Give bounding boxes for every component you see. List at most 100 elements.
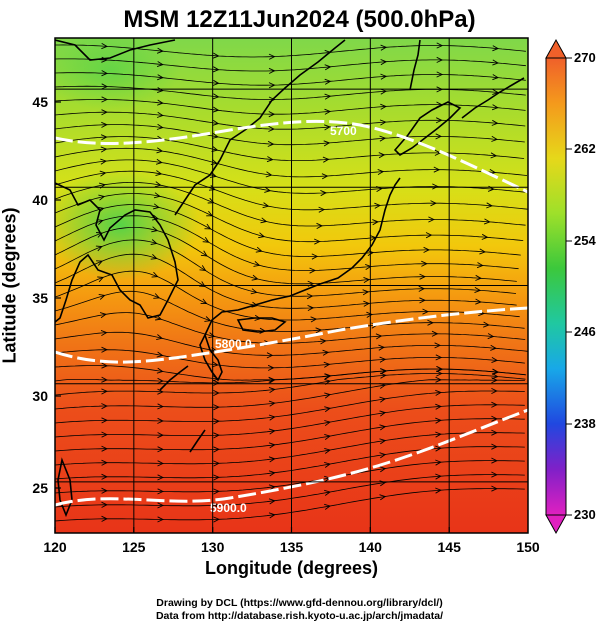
streamline-arrow: [435, 117, 443, 124]
streamline-arrow: [100, 146, 108, 153]
streamline-arrow: [491, 415, 498, 422]
streamline-arrow: [491, 443, 498, 450]
streamline-arrow: [481, 233, 489, 240]
streamline-arrow: [200, 250, 208, 257]
streamline-arrow: [157, 388, 164, 395]
streamline-arrow: [150, 239, 158, 245]
streamline-arrow: [211, 361, 219, 368]
streamline-arrow: [156, 147, 164, 154]
streamline-arrow: [212, 119, 220, 126]
colorbar-label: 230: [574, 507, 596, 522]
streamline-arrow: [379, 135, 387, 142]
streamline-arrow: [212, 66, 220, 73]
streamline-arrow: [101, 487, 108, 494]
streamline-arrow: [378, 152, 386, 159]
streamline-arrow: [157, 432, 164, 439]
streamline-arrow: [309, 267, 317, 274]
streamline-arrow: [490, 152, 498, 159]
streamline-arrow: [366, 311, 374, 318]
streamline-arrow: [155, 170, 163, 177]
streamline-arrow: [258, 232, 266, 239]
streamline-arrow: [475, 274, 482, 281]
streamline-arrow: [324, 78, 332, 85]
streamline-arrow: [427, 319, 434, 326]
streamline-arrow: [324, 489, 332, 496]
streamline-arrow: [268, 428, 276, 435]
streamline-arrow: [379, 119, 387, 126]
streamline-arrow: [101, 96, 109, 103]
streamline-arrow: [435, 133, 443, 140]
streamline-arrow: [101, 459, 108, 466]
streamline-arrow: [324, 420, 331, 427]
streamline-arrow: [199, 265, 207, 272]
streamline: [55, 290, 525, 332]
streamline-arrow: [152, 214, 160, 221]
streamline-arrow: [213, 404, 220, 411]
streamline: [55, 227, 517, 285]
y-tick-label: 40: [32, 192, 48, 208]
streamline-arrow: [156, 47, 164, 54]
streamline-arrow: [157, 516, 164, 523]
streamline-arrow: [324, 124, 331, 131]
streamline-arrow: [432, 183, 439, 190]
streamline-arrow: [212, 93, 220, 100]
streamline-arrow: [154, 181, 162, 188]
streamline-arrow: [491, 357, 499, 364]
streamline-arrow: [490, 344, 497, 351]
streamline-arrow: [211, 133, 219, 139]
streamline-arrow: [268, 377, 276, 384]
streamline-arrow: [362, 289, 370, 296]
streamline-arrow: [157, 460, 164, 467]
y-tick-label: 25: [32, 480, 48, 496]
streamline-arrow: [491, 135, 499, 142]
streamline-arrow: [268, 484, 276, 491]
streamline-arrow: [436, 366, 444, 373]
streamline-arrow: [380, 59, 388, 66]
streamline-arrow: [486, 202, 493, 209]
streamline-arrow: [157, 403, 164, 410]
streamline-arrow: [265, 171, 273, 178]
streamline-arrow: [204, 223, 212, 230]
colorbar-label: 270: [574, 50, 596, 65]
streamline-arrow: [250, 288, 258, 295]
streamline-arrow: [324, 93, 332, 100]
y-tick-label: 35: [32, 290, 48, 306]
streamline-arrow: [435, 487, 442, 494]
streamline-arrow: [436, 370, 443, 377]
streamline-arrow: [324, 461, 332, 468]
streamline-arrow: [435, 417, 442, 424]
streamline-arrow: [255, 246, 263, 253]
streamline-arrow: [491, 485, 498, 492]
streamline-arrow: [150, 253, 158, 260]
data-credit: Data from http://database.rish.kyoto-u.a…: [155, 610, 444, 622]
streamline-arrow: [208, 332, 216, 339]
streamline-arrow: [379, 438, 387, 445]
contour-label-5800: 5800.0: [215, 337, 252, 351]
streamline-arrow: [268, 512, 276, 519]
streamline-arrow: [213, 488, 220, 495]
streamline-arrow: [483, 218, 491, 225]
streamline-arrow: [101, 431, 108, 438]
streamline-arrow: [378, 344, 386, 351]
x-tick-label: 130: [201, 539, 225, 555]
streamline-arrow: [153, 192, 161, 199]
streamline-arrow: [101, 388, 108, 395]
streamline: [55, 253, 517, 309]
x-tick-label: 135: [280, 539, 304, 555]
streamline-arrow: [253, 261, 261, 267]
streamline-arrow: [268, 82, 276, 89]
streamline-arrow: [314, 238, 321, 245]
streamline-arrow: [268, 456, 276, 463]
streamline-arrow: [251, 274, 259, 281]
x-tick-label: 145: [438, 539, 462, 555]
streamline-arrow: [101, 473, 108, 480]
streamline-arrow: [199, 281, 206, 288]
streamline-arrow: [100, 134, 108, 141]
streamline-arrow: [157, 502, 164, 509]
streamline-arrow: [316, 222, 324, 229]
streamline-arrow: [474, 287, 482, 294]
streamline-arrow: [380, 103, 387, 110]
streamline-arrow: [491, 119, 499, 126]
streamline-arrow: [101, 346, 108, 353]
x-tick-label: 140: [359, 539, 383, 555]
